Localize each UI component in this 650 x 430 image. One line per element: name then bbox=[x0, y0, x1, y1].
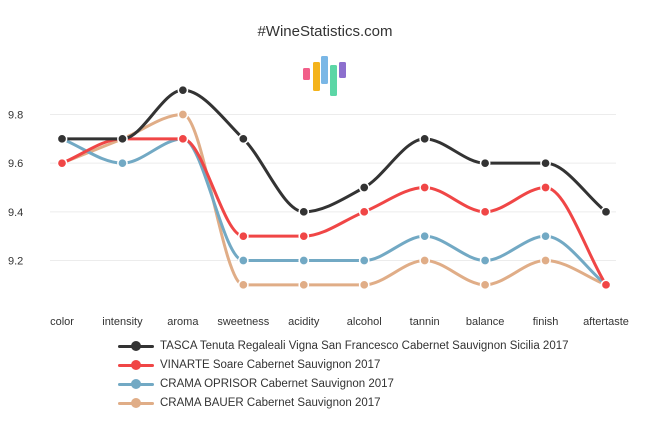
data-point-2-sweetness bbox=[237, 230, 249, 242]
logo-bar-3 bbox=[321, 56, 328, 84]
data-point-3-acidity bbox=[298, 255, 310, 266]
x-tick-label-alcohol: alcohol bbox=[347, 316, 382, 328]
data-point-2-acidity bbox=[298, 230, 310, 242]
x-tick-label-color: color bbox=[50, 316, 74, 328]
x-tick-label-tannin: tannin bbox=[410, 316, 440, 328]
x-tick-label-balance: balance bbox=[466, 316, 505, 328]
data-point-4-balance bbox=[479, 279, 491, 291]
data-point-3-balance bbox=[479, 255, 491, 266]
series-lines bbox=[56, 84, 612, 291]
x-axis-tick-labels: color intensity aroma sweetness acidity alcoh… bbox=[50, 316, 629, 328]
data-point-1-tannin bbox=[419, 133, 431, 145]
y-tick-label: 9.2 bbox=[8, 256, 23, 268]
data-point-3-sweetness bbox=[237, 255, 249, 266]
data-point-1-color bbox=[56, 133, 68, 145]
legend-swatch bbox=[118, 397, 154, 409]
series-line-1 bbox=[60, 88, 608, 214]
y-tick-label: 9.4 bbox=[8, 207, 23, 219]
x-tick-label-aroma: aroma bbox=[167, 316, 199, 328]
series-line-2 bbox=[60, 137, 608, 287]
data-point-2-finish bbox=[540, 182, 551, 193]
data-point-3-tannin bbox=[419, 230, 431, 242]
data-point-3-finish bbox=[540, 230, 551, 242]
data-point-1-sweetness bbox=[237, 133, 249, 145]
legend-item-2[interactable]: VINARTE Soare Cabernet Sauvignon 2017 bbox=[118, 355, 638, 374]
legend-item-1[interactable]: TASCA Tenuta Regaleali Vigna San Frances… bbox=[118, 336, 638, 355]
wine-statistics-logo bbox=[303, 56, 346, 96]
chart-legend: TASCA Tenuta Regaleali Vigna San Frances… bbox=[118, 336, 638, 412]
data-point-1-balance bbox=[479, 157, 491, 169]
data-point-2-tannin bbox=[419, 182, 431, 193]
data-point-2-balance bbox=[479, 206, 491, 218]
legend-label: TASCA Tenuta Regaleali Vigna San Frances… bbox=[160, 339, 569, 352]
data-point-4-acidity bbox=[298, 279, 310, 291]
series-line-4 bbox=[60, 112, 608, 287]
legend-item-3[interactable]: CRAMA OPRISOR Cabernet Sauvignon 2017 bbox=[118, 374, 638, 393]
x-tick-label-sweetness: sweetness bbox=[217, 316, 269, 328]
logo-bar-2 bbox=[313, 62, 320, 91]
logo-bar-5 bbox=[339, 62, 346, 78]
legend-label: CRAMA BAUER Cabernet Sauvignon 2017 bbox=[160, 396, 381, 409]
logo-bar-1 bbox=[303, 68, 310, 80]
y-axis-tick-labels: 9.2 9.4 9.6 9.8 bbox=[8, 110, 23, 268]
data-point-4-aroma bbox=[177, 109, 189, 120]
x-tick-label-acidity: acidity bbox=[288, 316, 320, 328]
data-point-4-tannin bbox=[419, 255, 431, 266]
data-point-1-aroma bbox=[177, 84, 189, 96]
series-line-3 bbox=[60, 137, 608, 287]
series-4 bbox=[56, 109, 612, 291]
data-point-2-aftertaste bbox=[600, 279, 612, 291]
data-point-2-aroma bbox=[177, 133, 189, 145]
data-point-4-sweetness bbox=[237, 279, 249, 291]
chart-title: #WineStatistics.com bbox=[257, 23, 392, 40]
series-2 bbox=[56, 133, 612, 291]
x-tick-label-intensity: intensity bbox=[102, 316, 143, 328]
legend-swatch bbox=[118, 359, 154, 371]
legend-swatch bbox=[118, 340, 154, 352]
data-point-2-alcohol bbox=[358, 206, 370, 218]
data-point-1-finish bbox=[540, 157, 551, 169]
data-point-4-alcohol bbox=[358, 279, 370, 291]
series-1 bbox=[56, 84, 612, 218]
data-point-2-color bbox=[56, 157, 68, 169]
data-point-1-intensity bbox=[117, 133, 128, 145]
y-tick-label: 9.6 bbox=[8, 158, 23, 170]
legend-label: CRAMA OPRISOR Cabernet Sauvignon 2017 bbox=[160, 377, 394, 390]
data-point-3-alcohol bbox=[358, 255, 370, 266]
data-point-4-finish bbox=[540, 255, 551, 266]
data-point-3-intensity bbox=[117, 157, 128, 169]
x-tick-label-aftertaste: aftertaste bbox=[583, 316, 629, 328]
legend-swatch bbox=[118, 378, 154, 390]
data-point-1-aftertaste bbox=[600, 206, 612, 218]
y-tick-label: 9.8 bbox=[8, 110, 23, 122]
x-tick-label-finish: finish bbox=[533, 316, 559, 328]
logo-bar-4 bbox=[330, 65, 337, 96]
legend-label: VINARTE Soare Cabernet Sauvignon 2017 bbox=[160, 358, 381, 371]
data-point-1-alcohol bbox=[358, 182, 370, 193]
legend-item-4[interactable]: CRAMA BAUER Cabernet Sauvignon 2017 bbox=[118, 393, 638, 412]
data-point-1-acidity bbox=[298, 206, 310, 218]
